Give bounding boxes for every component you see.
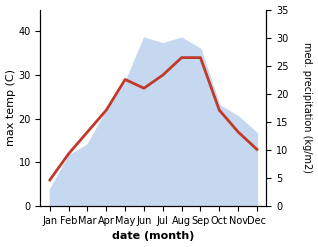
Y-axis label: max temp (C): max temp (C) (5, 69, 16, 146)
Y-axis label: med. precipitation (kg/m2): med. precipitation (kg/m2) (302, 42, 313, 173)
X-axis label: date (month): date (month) (112, 231, 195, 242)
